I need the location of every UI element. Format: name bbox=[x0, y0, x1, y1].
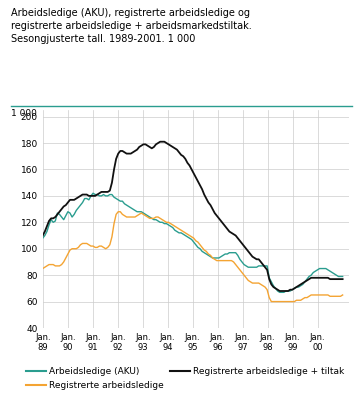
Text: Arbeidsledige (AKU), registrerte arbeidsledige og
registrerte arbeidsledige + ar: Arbeidsledige (AKU), registrerte arbeids… bbox=[11, 8, 251, 44]
Legend: Arbeidsledige (AKU), Registrerte arbeidsledige, Registrerte arbeidsledige + tilt: Arbeidsledige (AKU), Registrerte arbeids… bbox=[26, 367, 344, 390]
Text: 1 000: 1 000 bbox=[11, 109, 37, 118]
